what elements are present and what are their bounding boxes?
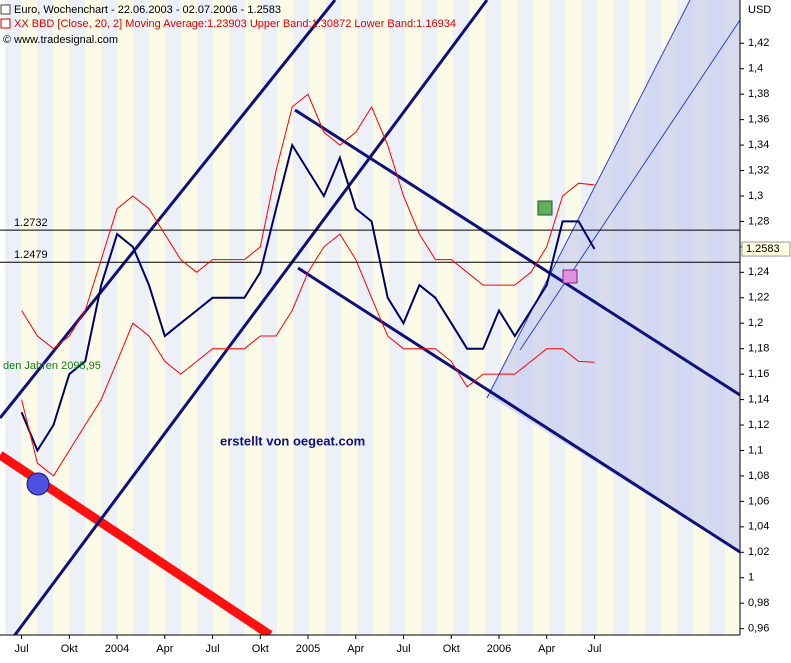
month-band bbox=[69, 0, 85, 635]
y-tick-label: 1,1 bbox=[748, 444, 763, 456]
month-band bbox=[37, 0, 53, 635]
month-band bbox=[485, 0, 501, 635]
y-tick-label: 0,98 bbox=[748, 597, 769, 609]
month-band bbox=[293, 0, 309, 635]
y-tick-label: 1,12 bbox=[748, 419, 769, 431]
x-tick-label: Okt bbox=[443, 643, 460, 655]
x-tick-label: Jul bbox=[206, 643, 220, 655]
month-band bbox=[213, 0, 229, 635]
y-tick-label: 1,04 bbox=[748, 521, 769, 533]
trend-channel-fill bbox=[487, 0, 740, 552]
trendline bbox=[0, 0, 337, 419]
y-axis-label: USD bbox=[748, 4, 771, 16]
plot bbox=[0, 93, 740, 477]
channel-line bbox=[486, 0, 691, 399]
reference-label: 1.2479 bbox=[14, 249, 48, 261]
y-tick-label: 1,24 bbox=[748, 266, 769, 278]
annotation: erstellt von oegeat.com bbox=[220, 433, 365, 448]
y-tick-label: 1,32 bbox=[748, 164, 769, 176]
x-tick-label: Okt bbox=[61, 643, 78, 655]
x-tick-label: Apr bbox=[347, 643, 364, 655]
y-tick-label: 1,02 bbox=[748, 546, 769, 558]
drawings bbox=[0, 0, 740, 635]
month-band bbox=[165, 0, 181, 635]
y-tick-label: 0,96 bbox=[748, 623, 769, 635]
icon bbox=[0, 4, 11, 15]
y-tick-label: 1,16 bbox=[748, 368, 769, 380]
month-band bbox=[197, 0, 213, 635]
month-band bbox=[117, 0, 133, 635]
x-tick-label: Jul bbox=[15, 643, 29, 655]
y-tick-label: 1,38 bbox=[748, 88, 769, 100]
x-tick-label: 2006 bbox=[487, 643, 511, 655]
chart-title: Euro, Wochenchart - 22.06.2003 - 02.07.2… bbox=[14, 4, 281, 16]
x-tick-label: Okt bbox=[252, 643, 269, 655]
y-tick-label: 1,06 bbox=[748, 495, 769, 507]
month-band bbox=[53, 0, 69, 635]
y-tick-label: 1,08 bbox=[748, 470, 769, 482]
icon bbox=[0, 18, 11, 29]
y-tick-label: 1,28 bbox=[748, 215, 769, 227]
month-band bbox=[133, 0, 149, 635]
last-value-label: 1.2583 bbox=[746, 243, 780, 255]
band-line bbox=[21, 93, 595, 350]
month-band bbox=[277, 0, 293, 635]
trendline bbox=[294, 108, 740, 397]
month-band bbox=[421, 0, 437, 635]
month-band bbox=[21, 0, 37, 635]
y-tick-label: 1,22 bbox=[748, 292, 769, 304]
x-tick-label: Jul bbox=[396, 643, 410, 655]
last-value-box bbox=[741, 241, 791, 257]
month-band bbox=[149, 0, 165, 635]
month-band bbox=[373, 0, 389, 635]
month-band bbox=[341, 0, 357, 635]
price-line bbox=[20, 142, 596, 453]
y-tick-label: 1,18 bbox=[748, 343, 769, 355]
y-tick-label: 1,2 bbox=[748, 317, 763, 329]
y-tick-label: 1,4 bbox=[748, 63, 763, 75]
month-band bbox=[325, 0, 341, 635]
marker-square bbox=[562, 269, 578, 284]
reference-label: 1.2732 bbox=[14, 217, 48, 229]
month-band bbox=[501, 0, 517, 635]
trendline bbox=[13, 0, 489, 635]
month-band bbox=[405, 0, 421, 635]
month-band bbox=[261, 0, 277, 635]
x-tick-label: Jul bbox=[587, 643, 601, 655]
y-tick-label: 1 bbox=[748, 572, 754, 584]
month-band bbox=[469, 0, 485, 635]
trendline bbox=[297, 266, 740, 554]
y-tick-label: 1,34 bbox=[748, 139, 769, 151]
month-band bbox=[389, 0, 405, 635]
month-band bbox=[85, 0, 101, 635]
month-band bbox=[437, 0, 453, 635]
y-tick-label: 1,42 bbox=[748, 37, 769, 49]
month-band bbox=[357, 0, 373, 635]
month-band bbox=[229, 0, 245, 635]
marker-circle bbox=[26, 472, 50, 496]
y-tick-label: 1,14 bbox=[748, 393, 769, 405]
x-tick-label: Apr bbox=[156, 643, 173, 655]
chart-subtitle: XX BBD [Close, 20, 2] Moving Average:1.2… bbox=[14, 18, 456, 30]
x-tick-label: 2005 bbox=[296, 643, 320, 655]
month-band bbox=[245, 0, 261, 635]
x-tick-label: 2004 bbox=[105, 643, 129, 655]
month-band bbox=[5, 0, 21, 635]
month-band bbox=[101, 0, 117, 635]
channel-line bbox=[519, 19, 740, 351]
month-band bbox=[309, 0, 325, 635]
marker-square bbox=[537, 200, 553, 216]
band-line bbox=[21, 233, 595, 477]
y-tick-label: 1,36 bbox=[748, 114, 769, 126]
y-tick-label: 1,3 bbox=[748, 190, 763, 202]
month-band bbox=[517, 0, 533, 635]
month-band bbox=[453, 0, 469, 635]
x-tick-label: Apr bbox=[538, 643, 555, 655]
annotation: den Jahren 2095,95 bbox=[3, 360, 101, 372]
source: © www.tradesignal.com bbox=[3, 34, 118, 46]
